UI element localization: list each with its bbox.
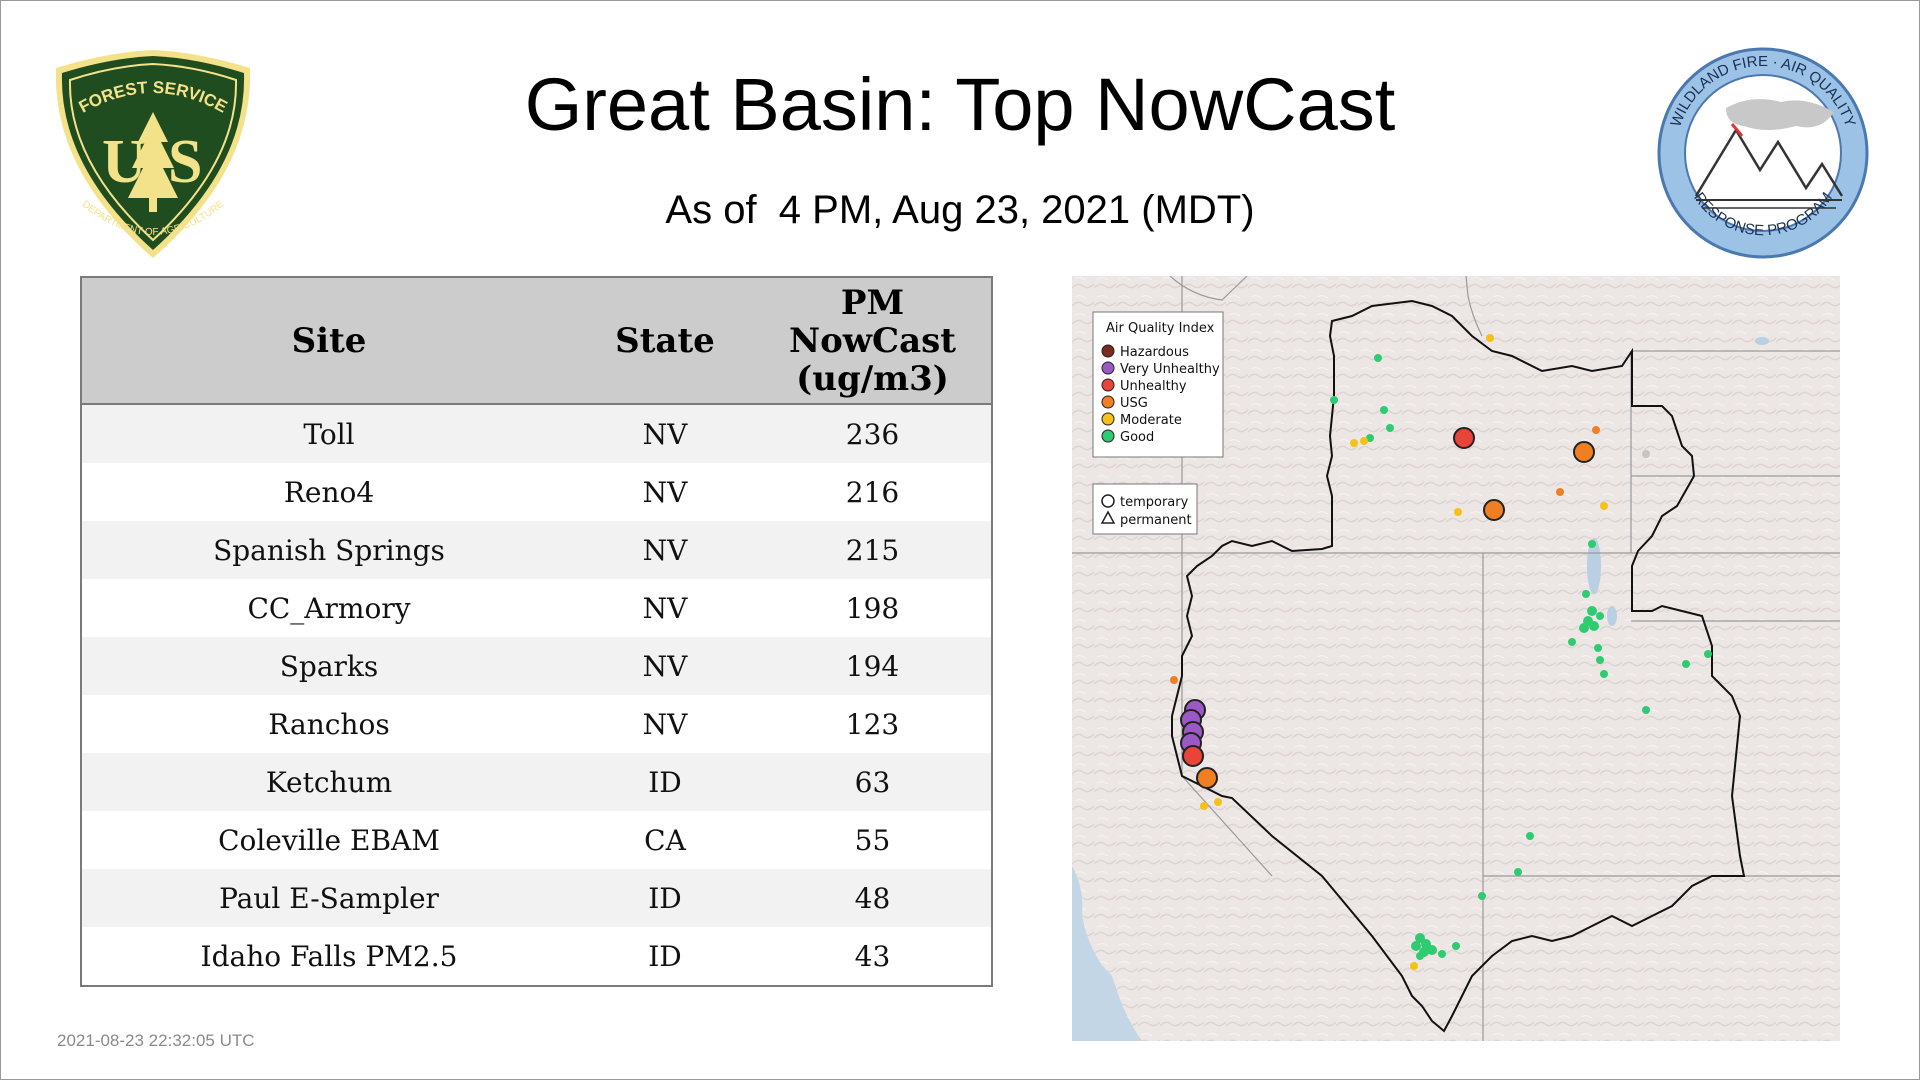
site-marker (1196, 767, 1218, 789)
site-cell: Sparks (279, 649, 379, 683)
permanent-triangle-icon (1100, 510, 1116, 524)
value-cell: 194 (845, 649, 900, 683)
site-cell: Ketchum (265, 765, 393, 799)
table-row: Sparks NV 194 (82, 637, 991, 695)
legend-item-usg: USG (1120, 396, 1148, 411)
site-cell: Spanish Springs (213, 533, 445, 567)
state-cell: ID (648, 881, 682, 915)
legend-item-good: Good (1120, 430, 1154, 445)
legend-item-unhealthy: Unhealthy (1120, 379, 1187, 394)
value-cell: 43 (854, 939, 891, 973)
state-cell: NV (642, 475, 688, 509)
value-cell: 216 (845, 475, 900, 509)
table-row: CC_Armory NV 198 (82, 579, 991, 637)
state-cell: ID (648, 939, 682, 973)
table-row: Coleville EBAM CA 55 (82, 811, 991, 869)
value-cell: 123 (845, 707, 900, 741)
table-row: Paul E-Sampler ID 48 (82, 869, 991, 927)
page-subtitle: As of 4 PM, Aug 23, 2021 (MDT) (665, 188, 1255, 232)
generated-timestamp: 2021-08-23 22:32:05 UTC (57, 1031, 255, 1050)
table-row: Spanish Springs NV 215 (82, 521, 991, 579)
page-title: Great Basin: Top NowCast (524, 63, 1396, 146)
site-cell: Idaho Falls PM2.5 (200, 939, 458, 973)
column-header-site: Site (291, 320, 367, 361)
legend-item-hazardous: Hazardous (1120, 345, 1189, 360)
site-cell: Toll (303, 417, 355, 451)
state-cell: NV (642, 591, 688, 625)
pm-header-line-1: PM (840, 282, 905, 323)
legend-title: Air Quality Index (1106, 321, 1215, 336)
small-monitor-sites (1170, 334, 1712, 970)
moderate-swatch (1101, 412, 1115, 426)
table-row: Reno4 NV 216 (82, 463, 991, 521)
great-basin-boundary (1171, 299, 1746, 1033)
nowcast-table-grid: Site State PM NowCast (ug/m3) Toll NV 236 … (82, 278, 991, 985)
column-header-state: State (615, 320, 715, 361)
table-row: Ranchos NV 123 (82, 695, 991, 753)
air-quality-map: Air Quality Index Hazardous Very Unhealt… (1072, 276, 1840, 1041)
site-type-legend: temporary permanent (1092, 483, 1198, 535)
hazardous-swatch (1101, 344, 1115, 358)
monitor-sites (1180, 427, 1595, 789)
temporary-circle-icon (1101, 494, 1115, 508)
state-cell: NV (642, 649, 688, 683)
value-cell: 55 (854, 823, 891, 857)
value-cell: 215 (845, 533, 900, 567)
wildland-fire-air-quality-logo: WILDLAND FIRE · AIR QUALITY RESPONSE PRO… (1657, 47, 1869, 259)
nowcast-table: Site State PM NowCast (ug/m3) Toll NV 236 … (80, 276, 993, 987)
state-cell: ID (648, 765, 682, 799)
site-marker (1182, 745, 1204, 767)
column-header-pm-nowcast: PM NowCast (ug/m3) (754, 278, 991, 404)
state-cell: CA (644, 823, 686, 857)
value-cell: 236 (845, 417, 900, 451)
legend-permanent: permanent (1120, 513, 1192, 528)
unhealthy-swatch (1101, 378, 1115, 392)
state-cell: NV (642, 707, 688, 741)
svg-text:S: S (168, 128, 202, 196)
pm-header-line-2: NowCast (789, 320, 956, 361)
table-row: Toll NV 236 (82, 404, 991, 463)
lake (1587, 538, 1601, 594)
table-row: Ketchum ID 63 (82, 753, 991, 811)
lake (1755, 337, 1769, 345)
site-cell: Paul E-Sampler (219, 881, 439, 915)
site-marker (1453, 427, 1475, 449)
value-cell: 48 (854, 881, 891, 915)
pm-header-line-3: (ug/m3) (796, 358, 949, 399)
lake (1607, 606, 1617, 626)
value-cell: 63 (854, 765, 891, 799)
legend-temporary: temporary (1120, 495, 1189, 510)
good-swatch (1101, 429, 1115, 443)
usfs-shield-logo: FOREST SERVICE U S DEPARTMENT OF AGRICUL… (55, 50, 251, 258)
site-cell: Coleville EBAM (218, 823, 440, 857)
value-cell: 198 (845, 591, 900, 625)
aqi-legend: Air Quality Index Hazardous Very Unhealt… (1092, 311, 1224, 458)
table-row: Idaho Falls PM2.5 ID 43 (82, 927, 991, 985)
site-cell: Reno4 (283, 475, 375, 509)
state-cell: NV (642, 417, 688, 451)
ocean-area (1072, 866, 1142, 1041)
state-cell: NV (642, 533, 688, 567)
site-cell: Ranchos (268, 707, 390, 741)
site-cell: CC_Armory (247, 591, 411, 625)
site-marker (1483, 499, 1505, 521)
legend-item-moderate: Moderate (1120, 413, 1182, 428)
site-marker (1573, 441, 1595, 463)
legend-item-very-unhealthy: Very Unhealthy (1120, 362, 1220, 377)
very-unhealthy-swatch (1101, 361, 1115, 375)
table-header-row: Site State PM NowCast (ug/m3) (82, 278, 991, 404)
usg-swatch (1101, 395, 1115, 409)
